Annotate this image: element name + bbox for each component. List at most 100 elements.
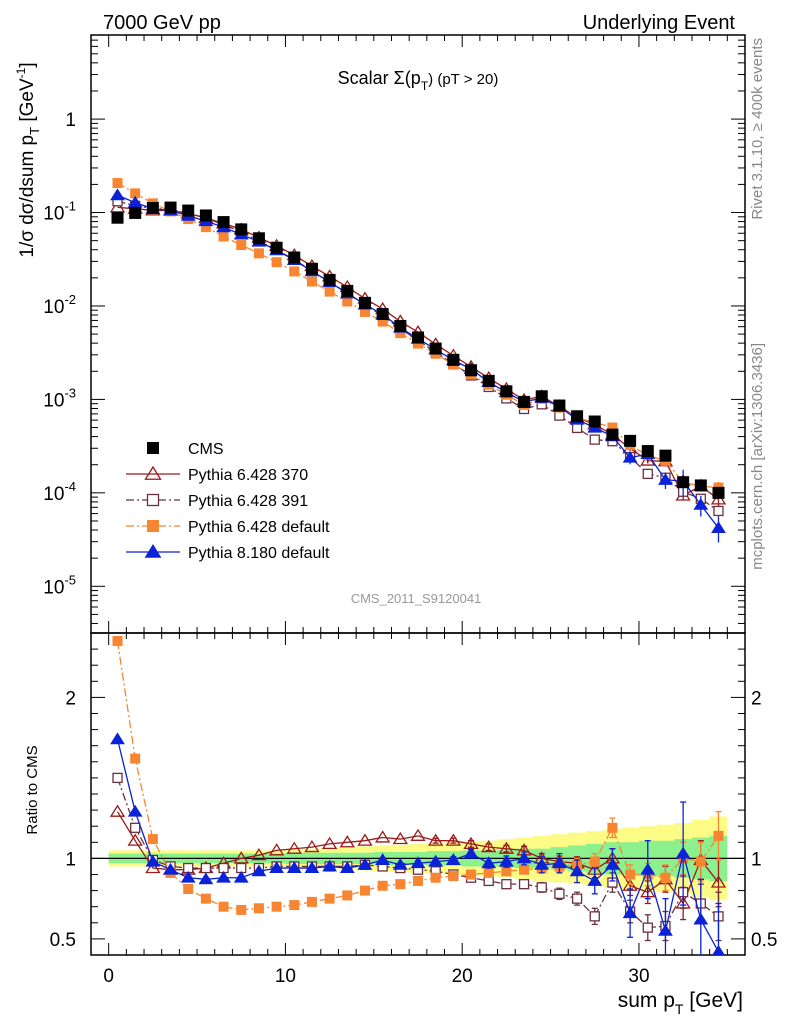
cms-point <box>252 232 265 245</box>
ratio-point-p370 <box>109 804 126 817</box>
ylabel-main-sub: T <box>27 127 42 135</box>
y-tick-label: 10-4 <box>43 479 76 505</box>
cms-point <box>394 320 407 333</box>
ratio-point-pdef6 <box>448 871 459 882</box>
ratio-point-pdef6 <box>430 872 441 883</box>
ratio-point-p8 <box>569 864 585 877</box>
ratio-point-p8 <box>233 870 249 883</box>
ratio-point-p370 <box>127 833 143 846</box>
cms-point <box>288 251 301 264</box>
ratio-point-pdef6 <box>183 883 194 894</box>
ratio-point-p8 <box>658 923 673 936</box>
ratio-point-p8 <box>410 856 426 869</box>
ratio-plot-area <box>91 636 745 955</box>
plot-title-suffix: ) (pT > 20) <box>428 71 498 88</box>
legend-marker <box>144 465 162 480</box>
ratio-point-p370 <box>357 833 373 846</box>
ratio-point-p391 <box>589 911 600 922</box>
series-line-p391 <box>117 200 719 512</box>
ratio-point-pdef6 <box>218 901 229 912</box>
ratio-point-p391 <box>518 879 530 890</box>
cms-point <box>129 206 142 219</box>
cms-point <box>465 364 478 377</box>
ratio-point-p8 <box>516 851 532 864</box>
point-p391 <box>713 505 724 517</box>
ratio-point-p8 <box>127 804 143 817</box>
point-pdef6 <box>253 248 264 259</box>
y-tick-exp: -2 <box>64 292 76 307</box>
ratio-point-p8 <box>534 857 550 870</box>
ratio-point-p370 <box>481 839 497 853</box>
ratio-point-p8 <box>339 861 355 874</box>
cms-point <box>659 449 672 462</box>
ratio-point-p8 <box>622 906 638 919</box>
ratio-point-p8 <box>481 856 497 869</box>
ratio-point-p370 <box>304 839 320 853</box>
legend-label: Pythia 8.180 default <box>188 545 330 562</box>
cms-point <box>535 390 548 403</box>
y-tick-label: 10-2 <box>43 292 76 318</box>
ratio-point-p370 <box>339 835 355 848</box>
ratio-point-pdef6 <box>112 636 123 647</box>
cms-point <box>429 342 442 355</box>
ratio-point-pdef6 <box>466 869 477 880</box>
cms-point <box>712 486 725 499</box>
cms-point <box>412 331 424 344</box>
ratio-point-pdef6 <box>147 834 158 845</box>
ratio-point-p370 <box>410 828 426 841</box>
y-tick-label: 10-5 <box>43 572 76 598</box>
ratio-point-p391 <box>200 862 212 874</box>
ratio-point-pdef6 <box>695 856 706 867</box>
point-p8 <box>693 497 709 510</box>
point-pdef6 <box>306 276 317 287</box>
ylabel-main-text: 1/σ dσ/dsum p <box>17 135 38 258</box>
ylabel-main-sup: -1 <box>14 67 28 78</box>
legend-marker <box>144 544 162 558</box>
ratio-panel: 0 10 20 30 0.5 0.5 1 1 2 2 <box>50 632 777 987</box>
ratio-point-p8 <box>640 862 656 875</box>
cms-point <box>447 353 460 366</box>
ratio-point-p8 <box>304 861 320 874</box>
xlabel-text: sum p <box>618 989 675 1012</box>
ratio-point-p8 <box>552 856 567 869</box>
ratio-point-pdef6 <box>200 893 211 904</box>
cms-point <box>624 434 637 447</box>
point-p8 <box>622 450 638 463</box>
ratio-point-pdef6 <box>501 866 512 877</box>
cms-point <box>199 209 212 222</box>
y-tick-exp: -4 <box>64 479 76 494</box>
ratio-point-pdef6 <box>589 856 600 867</box>
ratio-point-pdef6 <box>713 830 724 841</box>
ratio-point-p370 <box>374 830 391 843</box>
ratio-point-p8 <box>463 846 479 859</box>
legend-label: Pythia 6.428 370 <box>188 467 308 484</box>
legend-label: CMS <box>188 441 224 458</box>
legend-marker <box>147 442 159 454</box>
point-pdef6 <box>289 266 300 277</box>
ratio-frame <box>90 632 746 956</box>
legend: CMS Pythia 6.428 370 Pythia 6.428 391 Pythi… <box>126 441 330 562</box>
cms-point <box>217 216 230 229</box>
cms-point <box>270 241 283 254</box>
xlabel-unit: [GeV] <box>683 989 743 1012</box>
legend-label: Pythia 6.428 default <box>188 519 330 536</box>
mcplots-label: mcplots.cern.ch [arXiv:1306.3436] <box>749 343 766 570</box>
y-tick-base: 10 <box>43 577 64 598</box>
ratio-point-p8 <box>445 853 461 865</box>
point-pdef6 <box>112 178 123 189</box>
ratio-point-p8 <box>357 857 373 870</box>
ratio-point-p8 <box>269 861 284 874</box>
point-p391 <box>642 468 653 480</box>
ratio-point-pdef6 <box>271 901 282 912</box>
ratio-point-p8 <box>712 944 725 955</box>
point-pdef6 <box>236 240 247 251</box>
ratio-point-p8 <box>251 864 267 877</box>
header-right: Underlying Event <box>583 12 736 34</box>
ratio-point-p370 <box>251 848 267 861</box>
ratio-y-tick-label-right: 2 <box>751 688 762 709</box>
y-tick-base: 10 <box>43 390 64 411</box>
cms-point <box>500 385 513 398</box>
ratio-point-pdef6 <box>483 867 494 878</box>
ratio-point-p8 <box>110 732 125 745</box>
ratio-point-p370 <box>286 841 302 854</box>
